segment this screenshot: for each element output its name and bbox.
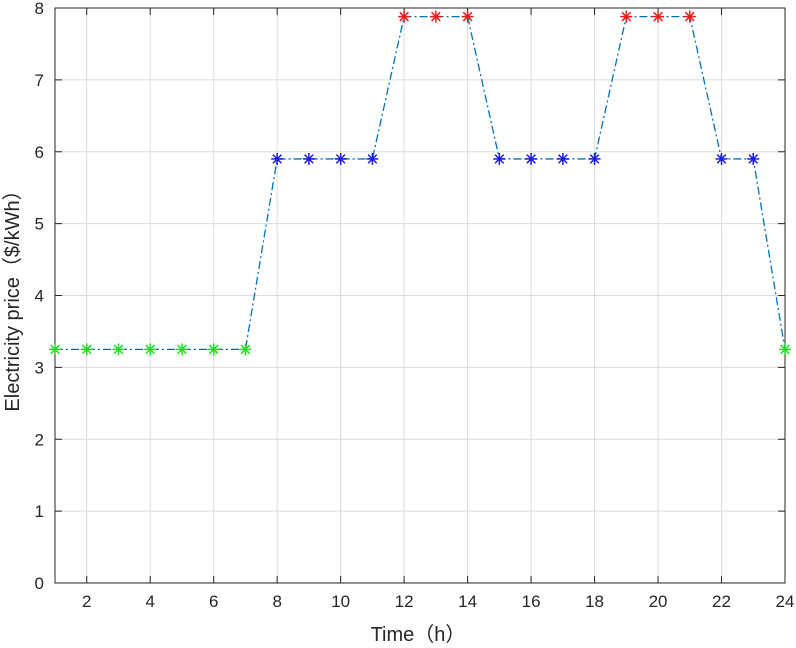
data-point [80,343,93,356]
x-tick-label: 4 [145,592,154,611]
x-tick-label: 18 [585,592,604,611]
data-point [334,152,347,165]
data-point [620,10,633,23]
x-tick-label: 20 [649,592,668,611]
x-tick-label: 10 [331,592,350,611]
data-point [461,10,474,23]
x-tick-label: 6 [209,592,218,611]
y-tick-label: 2 [35,430,44,449]
data-point [652,10,665,23]
y-tick-label: 0 [35,574,44,593]
data-point [683,10,696,23]
y-tick-label: 8 [35,0,44,18]
data-point [175,343,188,356]
grid-lines [55,7,786,584]
y-axis-title: Electricity price（$/kWh） [1,180,24,411]
x-tick-label: 2 [82,592,91,611]
data-point [588,152,601,165]
y-tick-label: 5 [35,215,44,234]
data-point [747,152,760,165]
data-point [271,152,284,165]
data-point [525,152,538,165]
x-tick-labels: 2 4 6 8 10 12 14 16 18 20 22 24 [82,592,794,611]
data-point [239,343,252,356]
data-point [398,10,411,23]
data-point [429,10,442,23]
data-point [715,152,728,165]
y-tick-label: 7 [35,71,44,90]
x-axis-title: Time（h） [371,623,466,646]
x-tick-label: 22 [712,592,731,611]
data-point [207,343,220,356]
data-point [302,152,315,165]
price-markers [49,10,791,356]
y-tick-label: 6 [35,143,44,162]
y-tick-label: 1 [35,502,44,521]
data-point [366,152,379,165]
data-point [49,343,61,356]
y-tick-label: 3 [35,358,44,377]
x-tick-label: 8 [272,592,281,611]
data-point [144,343,157,356]
data-point [556,152,569,165]
data-point [779,343,791,356]
x-tick-label: 16 [522,592,541,611]
data-point [112,343,125,356]
y-tick-labels: 0 1 2 3 4 5 6 7 8 [35,0,44,593]
x-tick-label: 12 [395,592,414,611]
x-tick-label: 14 [458,592,477,611]
x-tick-label: 24 [776,592,795,611]
y-tick-label: 4 [35,287,44,306]
data-point [493,152,506,165]
